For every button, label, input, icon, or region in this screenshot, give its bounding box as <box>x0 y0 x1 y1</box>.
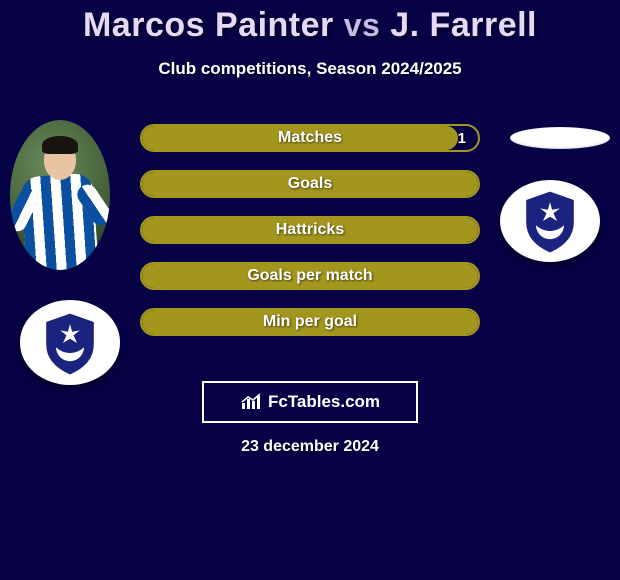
stat-bars: Matches1 Goals Hattricks Goals per match Min… <box>140 124 480 354</box>
chart-icon <box>240 393 262 411</box>
stat-bar: Goals <box>140 170 480 198</box>
site-badge-text: FcTables.com <box>268 392 380 412</box>
date-text: 23 december 2024 <box>0 438 620 456</box>
page-title: Marcos Painter vs J. Farrell <box>0 0 620 45</box>
player2-name: J. Farrell <box>390 6 537 44</box>
stat-bar: Goals per match <box>140 262 480 290</box>
stat-bar: Matches1 <box>140 124 480 152</box>
player2-photo-placeholder <box>510 127 610 149</box>
stat-bar-label: Min per goal <box>142 310 478 334</box>
stat-bar-label: Goals per match <box>142 264 478 288</box>
stat-bar-label: Goals <box>142 172 478 196</box>
stat-bar-label: Matches <box>142 126 478 150</box>
stat-bar-label: Hattricks <box>142 218 478 242</box>
vs-text: vs <box>344 7 381 43</box>
stat-bar: Hattricks <box>140 216 480 244</box>
player1-name: Marcos Painter <box>83 6 334 44</box>
player1-club-crest <box>20 300 120 385</box>
subtitle: Club competitions, Season 2024/2025 <box>0 59 620 79</box>
stat-bar-value: 1 <box>458 126 466 150</box>
player1-photo <box>10 120 110 270</box>
site-badge: FcTables.com <box>202 381 418 423</box>
stat-bar: Min per goal <box>140 308 480 336</box>
player2-club-crest <box>500 180 600 262</box>
